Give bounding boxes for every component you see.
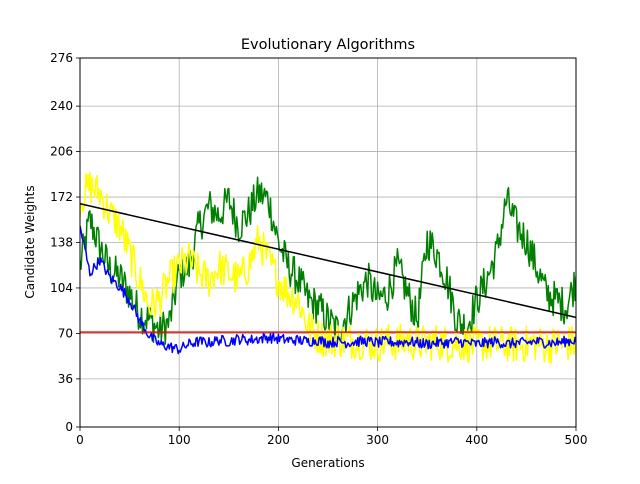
chart-title: Evolutionary Algorithms [241,37,415,53]
y-axis-ticks: 0 36 70 104 138 172 206 240 276 [50,51,80,434]
x-tick-label: 300 [366,433,389,447]
y-tick-label: 172 [50,190,73,204]
y-tick-label: 70 [58,326,73,340]
y-tick-label: 276 [50,51,73,65]
x-tick-label: 0 [76,433,84,447]
x-tick-label: 100 [168,433,191,447]
series-line-0 [80,176,576,345]
y-tick-label: 240 [50,99,73,113]
y-axis-label: Candidate Weights [23,185,37,298]
y-tick-label: 138 [50,236,73,250]
y-tick-label: 104 [50,281,73,295]
x-tick-label: 500 [565,433,588,447]
x-tick-label: 400 [465,433,488,447]
x-axis-ticks: 0 100 200 300 400 500 [76,427,587,447]
y-tick-label: 36 [58,372,73,386]
series-group [80,171,576,364]
x-axis-label: Generations [291,456,364,470]
series-line-2 [80,225,576,355]
series-line-1 [80,171,576,364]
series-line-4 [80,202,576,319]
y-tick-label: 0 [65,420,73,434]
x-tick-label: 200 [267,433,290,447]
y-tick-label: 206 [50,145,73,159]
